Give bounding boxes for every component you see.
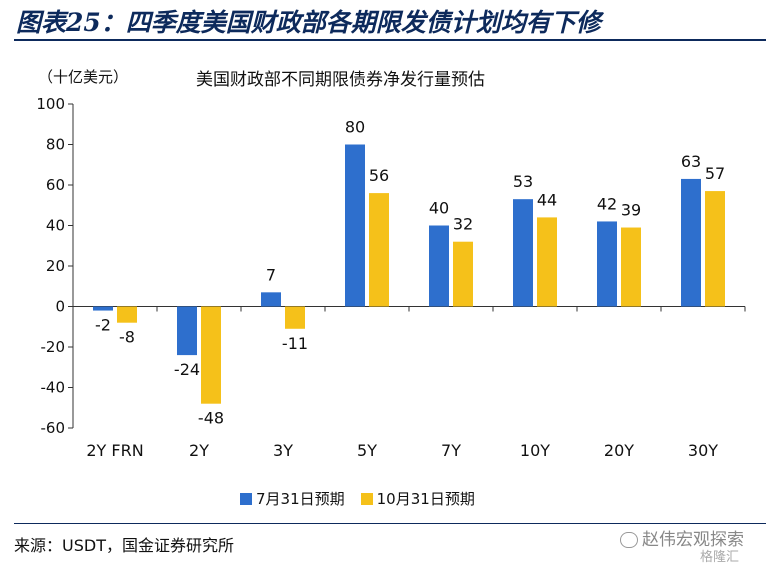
bar-1 — [681, 178, 701, 307]
data-label: 40 — [429, 199, 449, 218]
wechat-icon — [620, 532, 638, 548]
source-note: 来源：USDT，国金证券研究所 — [14, 536, 234, 555]
bar-2 — [201, 306, 221, 404]
brand-label: 赵伟宏观探索 — [642, 530, 744, 550]
data-label: -2 — [95, 316, 111, 335]
data-label: 56 — [369, 166, 389, 185]
bar-2 — [285, 306, 305, 329]
data-label: 42 — [597, 194, 617, 213]
y-tick-label: -40 — [41, 379, 66, 397]
x-tick-label: 3Y — [273, 441, 293, 460]
chart-title: 美国财政部不同期限债券净发行量预估 — [196, 70, 485, 90]
y-tick-label: 40 — [46, 217, 65, 235]
legend-swatch-series-1 — [240, 492, 252, 505]
legend: 7月31日预期 10月31日预期 — [240, 488, 491, 509]
legend-item-series-1: 7月31日预期 — [240, 488, 345, 509]
bar-2 — [369, 193, 389, 307]
footer-divider — [14, 523, 766, 524]
bar-1 — [345, 144, 365, 307]
unit-label: （十亿美元） — [38, 68, 129, 86]
bar-2 — [621, 227, 641, 307]
data-label: -8 — [119, 328, 135, 347]
x-tick-label: 5Y — [357, 441, 377, 460]
data-label: 57 — [705, 164, 725, 183]
x-tick-label: 10Y — [520, 441, 550, 460]
figure-title: 图表25：四季度美国财政部各期限发债计划均有下修 — [16, 8, 601, 37]
data-label: 7 — [266, 265, 276, 284]
watermark: 格隆汇 — [700, 550, 740, 565]
legend-swatch-series-2 — [360, 492, 373, 505]
x-tick-label: 7Y — [441, 441, 461, 460]
y-tick-label: 100 — [36, 95, 65, 113]
bar-2 — [705, 191, 725, 307]
bar-1 — [93, 306, 113, 311]
data-label: 39 — [621, 201, 641, 220]
bar-1 — [177, 306, 197, 356]
bar-2 — [453, 241, 473, 307]
bar-1 — [597, 221, 617, 307]
x-tick-label: 30Y — [688, 441, 718, 460]
y-tick-label: 60 — [46, 176, 65, 194]
header: 图表25：四季度美国财政部各期限发债计划均有下修 — [0, 0, 780, 41]
header-divider — [14, 39, 766, 41]
legend-item-series-2: 10月31日预期 — [360, 488, 475, 509]
y-tick-label: 20 — [46, 257, 65, 275]
x-tick-label: 2Y — [189, 441, 209, 460]
data-label: 80 — [345, 118, 365, 137]
legend-label-series-1: 7月31日预期 — [256, 490, 345, 508]
brand-mark: 赵伟宏观探索 — [620, 525, 744, 550]
y-tick-label: 0 — [55, 298, 65, 316]
legend-label-series-2: 10月31日预期 — [376, 490, 475, 508]
bar-1 — [513, 199, 533, 307]
data-label: 53 — [513, 172, 533, 191]
y-tick-label: -20 — [41, 338, 66, 356]
y-tick-label: 80 — [46, 136, 65, 154]
data-label: 32 — [453, 215, 473, 234]
y-tick-label: -60 — [41, 419, 66, 437]
bar-1 — [261, 292, 281, 307]
data-label: -11 — [282, 334, 308, 353]
data-label: 44 — [537, 190, 557, 209]
data-label: -24 — [174, 360, 200, 379]
bar-2 — [537, 217, 557, 307]
x-tick-label: 2Y FRN — [86, 441, 143, 460]
x-tick-label: 20Y — [604, 441, 634, 460]
bar-2 — [117, 306, 137, 323]
data-label: -48 — [198, 409, 224, 428]
data-label: 63 — [681, 152, 701, 171]
bar-1 — [429, 225, 449, 307]
